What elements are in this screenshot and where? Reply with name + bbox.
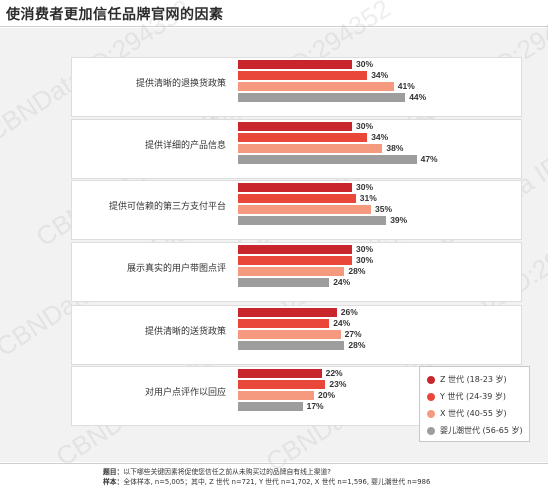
bar <box>238 380 326 389</box>
title-divider <box>0 26 548 27</box>
bar <box>238 216 387 225</box>
bar <box>238 133 368 142</box>
sample-label: 样本： <box>103 478 124 486</box>
bar <box>238 122 352 131</box>
question-note: 题目：以下哪些关键因素将促使您信任之前从未购买过的品牌自有线上渠道? <box>103 466 331 476</box>
bar-value-label: 24% <box>333 277 351 287</box>
bar-value-label: 28% <box>348 340 366 350</box>
bar-value-label: 38% <box>386 143 404 153</box>
bar <box>238 308 337 317</box>
bar <box>238 71 368 80</box>
bar <box>238 183 352 192</box>
bar <box>238 319 330 328</box>
bar-value-label: 17% <box>306 401 324 411</box>
legend-item: X 世代 (40-55 岁) <box>427 408 507 419</box>
category-label: 展示真实的用户带图点评 <box>126 264 226 274</box>
bar-value-label: 30% <box>356 59 374 69</box>
legend-swatch <box>427 375 435 384</box>
chart-title: 使消费者更加信任品牌官网的因素 <box>6 7 224 23</box>
bar <box>238 82 394 91</box>
bar <box>238 256 352 265</box>
legend-label: X 世代 (40-55 岁) <box>440 409 507 418</box>
legend-item: Z 世代 (18-23 岁) <box>427 374 507 385</box>
bar-value-label: 34% <box>371 70 389 80</box>
footnote-divider <box>0 463 548 464</box>
bar <box>238 369 322 378</box>
bar-value-label: 41% <box>397 81 415 91</box>
legend-swatch <box>427 409 435 418</box>
sample-text: 全体样本, n=5,005；其中, Z 世代 n=721, Y 世代 n=1,7… <box>123 478 431 486</box>
bar <box>238 391 314 400</box>
bar <box>238 144 383 153</box>
bar <box>238 278 330 287</box>
bar <box>238 194 356 203</box>
bar <box>238 341 345 350</box>
bar-value-label: 35% <box>375 204 393 214</box>
category-label: 提供详细的产品信息 <box>144 141 226 151</box>
legend-label: Z 世代 (18-23 岁) <box>440 375 507 384</box>
legend-swatch <box>427 426 435 435</box>
legend-label: 婴儿潮世代 (56-65 岁) <box>440 426 523 435</box>
sample-note: 样本：全体样本, n=5,005；其中, Z 世代 n=721, Y 世代 n=… <box>103 476 430 486</box>
bar-value-label: 23% <box>329 379 347 389</box>
bar <box>238 93 406 102</box>
bar <box>238 60 352 69</box>
bar-value-label: 31% <box>359 193 377 203</box>
bar-value-label: 28% <box>348 266 366 276</box>
chart-legend: Z 世代 (18-23 岁) Y 世代 (24-39 岁) X 世代 (40-55 … <box>419 366 530 442</box>
bar-value-label: 22% <box>325 368 343 378</box>
bar-value-label: 24% <box>333 318 351 328</box>
bar <box>238 267 345 276</box>
category-label: 提供清晰的退换货政策 <box>135 79 226 89</box>
bar <box>238 245 352 254</box>
bar-value-label: 30% <box>356 182 374 192</box>
bar-value-label: 20% <box>318 390 336 400</box>
bar <box>238 205 371 214</box>
legend-item: Y 世代 (24-39 岁) <box>427 391 506 402</box>
bar-value-label: 34% <box>371 132 389 142</box>
bar <box>238 402 303 411</box>
bar-value-label: 30% <box>356 244 374 254</box>
question-text: 以下哪些关键因素将促使您信任之前从未购买过的品牌自有线上渠道? <box>123 468 331 476</box>
category-label: 提供可信赖的第三方支付平台 <box>108 202 226 212</box>
bar <box>238 155 417 164</box>
legend-label: Y 世代 (24-39 岁) <box>440 392 507 401</box>
category-label: 对用户点评作以回应 <box>144 388 226 398</box>
legend-item: 婴儿潮世代 (56-65 岁) <box>427 425 523 436</box>
category-label: 提供清晰的送货政策 <box>144 327 226 337</box>
bar-value-label: 44% <box>409 92 427 102</box>
bar-value-label: 47% <box>420 154 438 164</box>
bar-value-label: 30% <box>356 255 374 265</box>
bar <box>238 330 341 339</box>
question-label: 题目： <box>103 468 124 476</box>
bar-value-label: 27% <box>344 329 362 339</box>
legend-swatch <box>427 392 435 401</box>
bar-value-label: 39% <box>390 215 408 225</box>
bar-value-label: 26% <box>340 307 358 317</box>
bar-value-label: 30% <box>356 121 374 131</box>
